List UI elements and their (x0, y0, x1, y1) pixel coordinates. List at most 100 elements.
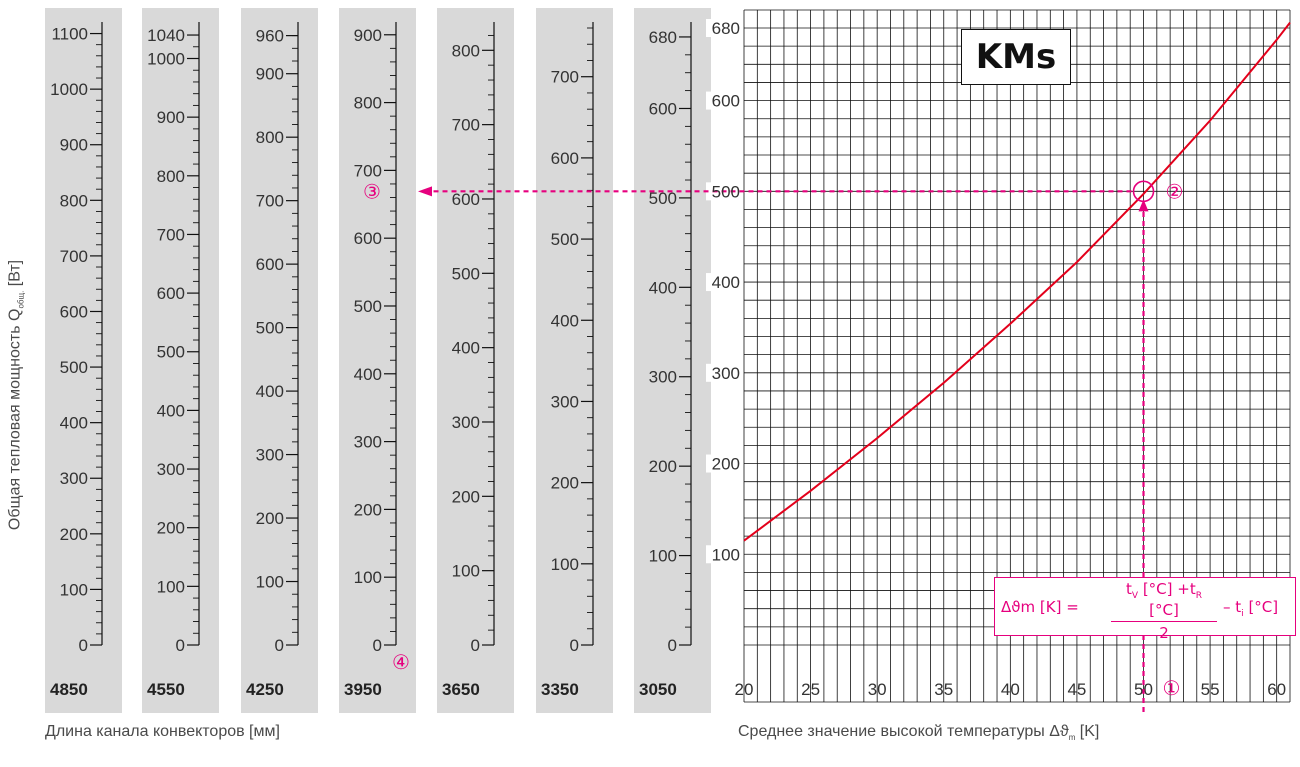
strip-tick-label: 200 (354, 500, 382, 519)
strip-tick-label: 600 (354, 229, 382, 248)
strip-tick-label: 0 (275, 636, 284, 655)
strip-4850 (45, 8, 122, 713)
strip-length-label: 3050 (639, 680, 677, 699)
strip-tick-label: 800 (60, 191, 88, 210)
strip-tick-label: 400 (157, 401, 185, 420)
guide-vertical-arrow (1138, 199, 1149, 212)
chart-title: KMs (961, 29, 1071, 85)
strip-tick-label: 500 (452, 264, 480, 283)
strip-tick-label: 600 (649, 99, 677, 118)
x-axis-label-right-sub: m (1068, 733, 1076, 743)
x-axis-label-right-unit: [K] (1075, 723, 1100, 740)
formula-denominator: 2 (1159, 624, 1169, 642)
y-axis-label-text: Общая тепловая мощность Q (6, 308, 24, 531)
y-axis-label-unit: [Вт] (6, 259, 24, 291)
strip-tick-label: 500 (256, 319, 284, 338)
strip-4550 (142, 8, 219, 713)
formula-box: Δϑm [K] = tV [°C] +tR [°C] 2 – ti [°C] (994, 577, 1296, 642)
y-tick-label-bg (706, 19, 742, 37)
strip-tick-label: 600 (551, 149, 579, 168)
y-tick-label-bg (706, 91, 742, 110)
strip-length-label: 3350 (541, 680, 579, 699)
y-tick-label: 600 (712, 92, 740, 111)
strip-tick-label: 0 (471, 636, 480, 655)
strip-tick-label: 500 (60, 358, 88, 377)
guide-horizontal-arrow (418, 186, 432, 197)
x-tick-label: 25 (801, 680, 820, 699)
formula-right-a: – t (1223, 598, 1242, 616)
strip-tick-label: 100 (157, 577, 185, 596)
strip-tick-label: 1040 (147, 26, 185, 45)
strip-4250 (241, 8, 318, 713)
formula-right-b: [°C] (1243, 598, 1279, 616)
strip-tick-label: 400 (649, 278, 677, 297)
strip-tick-label: 700 (452, 116, 480, 135)
strip-tick-label: 600 (256, 255, 284, 274)
strip-tick-label: 900 (354, 26, 382, 45)
y-tick-label-bg (706, 545, 742, 564)
x-tick-label: 20 (735, 680, 754, 699)
strip-tick-label: 500 (551, 230, 579, 249)
strip-tick-label: 1100 (51, 25, 88, 44)
strip-tick-label: 1000 (50, 80, 88, 99)
strip-tick-label: 100 (649, 547, 677, 566)
strip-tick-label: 200 (157, 519, 185, 538)
y-tick-label-bg (706, 363, 742, 382)
strip-tick-label: 300 (649, 368, 677, 387)
y-tick-label: 200 (712, 455, 740, 474)
strip-tick-label: 100 (354, 568, 382, 587)
formula-right-a-sub: i (1241, 609, 1244, 619)
y-tick-label-bg (706, 454, 742, 473)
strip-tick-label: 600 (157, 284, 185, 303)
strip-tick-label: 100 (551, 555, 579, 574)
formula-num-a-sub: V (1131, 591, 1139, 601)
strip-tick-label: 1000 (147, 49, 185, 68)
strip-tick-label: 200 (256, 509, 284, 528)
strip-tick-label: 500 (649, 189, 677, 208)
strip-tick-label: 200 (551, 474, 579, 493)
y-tick-label: 500 (712, 182, 740, 201)
strip-tick-label: 300 (354, 433, 382, 452)
strip-tick-label: 400 (354, 365, 382, 384)
strip-tick-label: 800 (452, 41, 480, 60)
strip-tick-label: 500 (157, 343, 185, 362)
strip-tick-label: 300 (60, 469, 88, 488)
strip-3050 (634, 8, 711, 713)
strip-length-label: 3650 (442, 680, 480, 699)
formula-num-a: t (1126, 580, 1132, 598)
x-axis-label-right: Среднее значение высокой температуры Δϑm… (738, 723, 1099, 742)
intersection-circle (1132, 180, 1155, 203)
strip-tick-label: 400 (551, 311, 579, 330)
y-tick-label-bg (706, 273, 742, 292)
strip-tick-label: 100 (60, 580, 88, 599)
x-axis-label-left: Длина канала конвекторов [мм] (45, 723, 280, 740)
strip-3950 (339, 8, 416, 713)
strip-tick-label: 680 (649, 28, 677, 47)
y-axis-label-sub: общ. (16, 290, 26, 309)
strip-tick-label: 700 (256, 192, 284, 211)
strip-3650 (437, 8, 514, 713)
strip-tick-label: 400 (60, 414, 88, 433)
strip-tick-label: 960 (256, 27, 284, 46)
y-tick-label: 680 (712, 19, 740, 38)
strip-tick-label: 0 (373, 636, 382, 655)
strip-tick-label: 0 (176, 636, 185, 655)
strip-tick-label: 0 (570, 636, 579, 655)
strip-length-label: 3950 (344, 680, 382, 699)
y-axis-label-wrap: Общая тепловая мощность Qобщ. [Вт] (2, 95, 30, 695)
strip-tick-label: 900 (256, 65, 284, 84)
formula-fraction: tV [°C] +tR [°C] 2 (1111, 580, 1217, 642)
strip-tick-label: 700 (551, 68, 579, 87)
formula-numerator: tV [°C] +tR [°C] (1111, 580, 1217, 622)
x-tick-label: 30 (868, 680, 887, 699)
formula-right: – ti [°C] (1223, 598, 1278, 619)
strip-tick-label: 0 (79, 636, 88, 655)
x-tick-label: 45 (1067, 680, 1086, 699)
formula-num-b-sub: R (1195, 591, 1202, 601)
x-tick-label: 40 (1001, 680, 1020, 699)
x-tick-label: 35 (934, 680, 953, 699)
strip-length-label: 4850 (50, 680, 88, 699)
strip-tick-label: 400 (452, 339, 480, 358)
strip-tick-label: 600 (60, 302, 88, 321)
y-tick-label: 100 (712, 545, 740, 564)
